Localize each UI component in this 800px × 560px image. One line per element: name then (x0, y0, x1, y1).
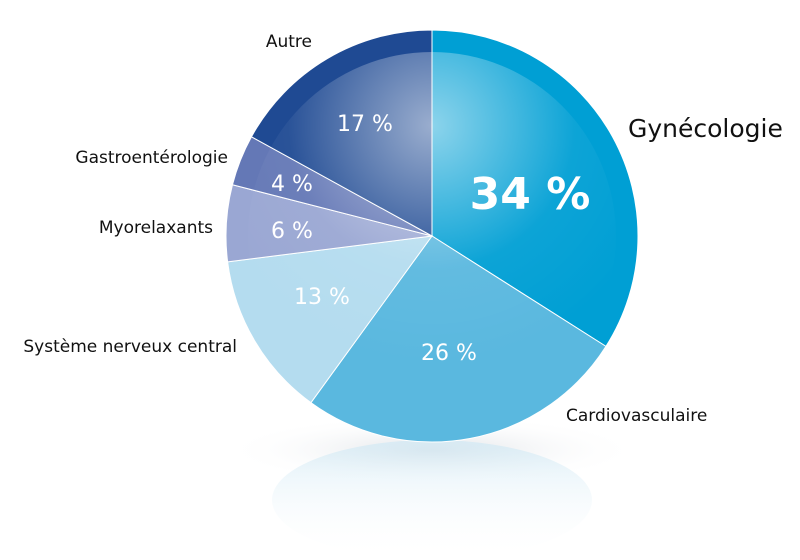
category-label-autre: Autre (266, 32, 312, 52)
category-label-myorelaxants: Myorelaxants (99, 218, 213, 238)
value-label-autre: 17 % (337, 112, 393, 137)
value-label-gynecologie: 34 % (470, 169, 591, 220)
category-label-cardiovasculaire: Cardiovasculaire (566, 406, 707, 426)
category-label-gynecologie: Gynécologie (628, 114, 783, 143)
category-label-gastroenterologie: Gastroentérologie (75, 148, 228, 168)
pie-slices (225, 29, 639, 443)
value-label-myorelaxants: 6 % (271, 219, 313, 244)
category-label-systeme-nerveux-central: Système nerveux central (23, 337, 237, 357)
pie-gloss (248, 52, 616, 420)
value-label-gastroenterologie: 4 % (271, 172, 313, 197)
value-label-cardiovasculaire: 26 % (421, 341, 477, 366)
pie-reflection (272, 440, 592, 560)
pie-labels: 34 % Gynécologie 26 % Cardiovasculaire 13 % S… (23, 32, 783, 426)
value-label-systeme-nerveux-central: 13 % (294, 285, 350, 310)
